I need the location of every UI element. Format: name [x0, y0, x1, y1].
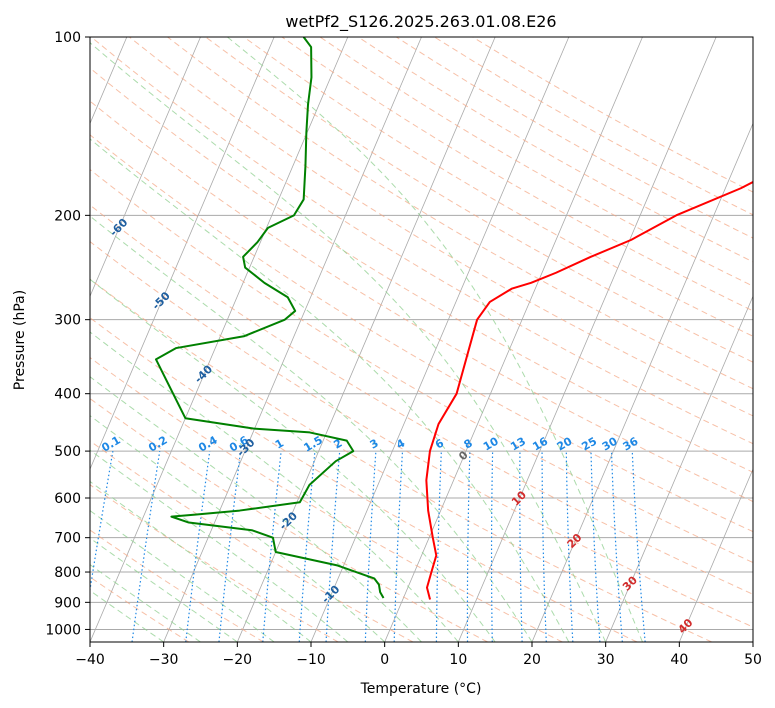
isotherm-line: [678, 468, 753, 642]
dry-adiabat-line: [90, 241, 753, 628]
dry-adiabat-line: [243, 37, 753, 337]
background-lines: [90, 37, 753, 642]
mixing-ratio-line: [218, 451, 242, 642]
isotherm-line: [457, 37, 717, 642]
axes: −40 −30 −20 −10 0 10 20 30 40 50 100 200 300 400 500 60…: [45, 30, 762, 668]
dry-adiabat-line: [90, 168, 753, 564]
mixing-ratio-line: [185, 451, 211, 642]
moist-adiabat-line: [90, 138, 570, 642]
dry-adiabat-line: [90, 484, 339, 642]
x-tick-label: 20: [523, 652, 541, 668]
moist-adiabat-line: [90, 331, 459, 642]
moist-adiabat-line: [227, 37, 643, 642]
moist-adiabat-line: [90, 564, 201, 642]
moist-adiabat-line: [90, 278, 496, 642]
x-tick-label: −30: [149, 652, 179, 668]
y-tick-label: 100: [54, 30, 81, 46]
dry-adiabat-line: [90, 529, 264, 642]
moist-adiabat-line: [90, 509, 275, 642]
moist-adiabat-line: [90, 480, 312, 642]
dry-adiabat-line: [90, 37, 753, 445]
dry-adiabat-line: [90, 397, 488, 642]
moist-adiabat-line: [90, 415, 386, 642]
chart-title: wetPf2_S126.2025.263.01.08.E26: [285, 12, 556, 32]
dry-adiabat-line: [90, 317, 638, 642]
y-tick-label: 200: [54, 208, 81, 224]
mixing-ratio-line: [131, 451, 161, 642]
moist-adiabat-line: [90, 537, 238, 642]
dry-adiabat-line: [90, 278, 712, 642]
isotherm-line: [236, 37, 496, 642]
dry-adiabat-line: [90, 356, 563, 642]
x-tick-label: 0: [380, 652, 389, 668]
x-tick-label: −10: [296, 652, 326, 668]
x-tick-label: −20: [223, 652, 253, 668]
y-tick-label: 400: [54, 387, 81, 403]
dry-adiabat-line: [90, 204, 753, 595]
y-axis-label: Pressure (hPa): [12, 290, 28, 390]
mixing-ratio-line: [298, 451, 316, 642]
isotherm-line: [90, 37, 275, 471]
y-tick-label: 500: [54, 444, 81, 460]
mixing-ratio-line: [90, 450, 114, 594]
x-tick-label: 50: [744, 652, 762, 668]
dry-adiabat-line: [90, 100, 753, 503]
y-tick-label: 300: [54, 313, 81, 329]
x-tick-label: −40: [75, 652, 105, 668]
y-tick-label: 1000: [45, 622, 81, 638]
profile-series: [154, 37, 753, 600]
x-axis-label: Temperature (°C): [360, 681, 482, 697]
moist-adiabat-line: [90, 215, 533, 642]
dry-adiabat-line: [281, 37, 753, 312]
temperature-profile-line: [425, 180, 753, 600]
dry-adiabat-line: [90, 134, 753, 533]
x-tick-label: 10: [449, 652, 467, 668]
isotherm-line: [605, 295, 753, 642]
x-tick-label: 40: [670, 652, 688, 668]
moist-adiabat-line: [90, 590, 164, 642]
dry-adiabat-line: [90, 440, 414, 642]
isotherm-line: [384, 37, 643, 642]
y-tick-label: 700: [54, 531, 81, 547]
plot-frame: [89, 36, 754, 643]
isotherm-line: [90, 37, 201, 298]
y-tick-label: 900: [54, 595, 81, 611]
isotherm-line: [163, 37, 422, 642]
dewpoint-profile-line: [154, 37, 385, 599]
y-tick-label: 800: [54, 565, 81, 581]
isotherm-line: [531, 122, 753, 642]
dry-adiabat-line: [129, 37, 753, 417]
y-tick-label: 600: [54, 491, 81, 507]
mixing-ratio-line: [262, 451, 282, 642]
x-tick-label: 30: [597, 652, 615, 668]
moist-adiabat-line: [90, 42, 607, 642]
